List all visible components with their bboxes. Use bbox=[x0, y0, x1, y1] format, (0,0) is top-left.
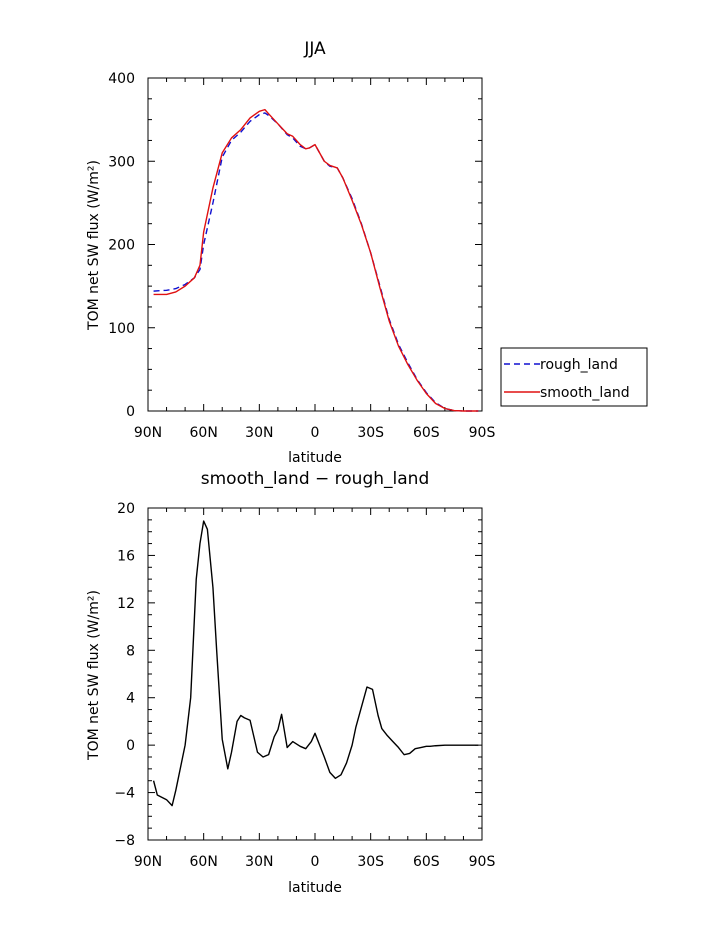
top-series-line-rough_land bbox=[153, 112, 479, 412]
bottom-y-tick-label: −4 bbox=[114, 786, 135, 802]
bottom-chart: smooth_land − rough_land 90N 60N 30N 0 30S 60… bbox=[86, 469, 495, 896]
bottom-x-tick-label: 90N bbox=[134, 854, 162, 870]
top-y-tick-label: 200 bbox=[108, 238, 135, 254]
bottom-x-tick-label: 90S bbox=[469, 854, 496, 870]
bottom-series-line-0 bbox=[152, 520, 479, 807]
top-y-tick-label: 300 bbox=[108, 154, 135, 170]
bottom-y-tick-label: 16 bbox=[117, 548, 135, 564]
bottom-series-lines bbox=[152, 520, 479, 807]
bottom-x-tick-label: 60N bbox=[190, 854, 218, 870]
bottom-x-tick-label: 60S bbox=[413, 854, 440, 870]
top-y-tick-label: 0 bbox=[126, 404, 135, 420]
top-x-tick-label: 90S bbox=[469, 425, 496, 441]
top-x-tick-label: 30S bbox=[357, 425, 384, 441]
top-x-tick-label: 90N bbox=[134, 425, 162, 441]
legend-label-rough-land: rough_land bbox=[540, 357, 618, 373]
bottom-x-axis-label: latitude bbox=[288, 880, 342, 896]
top-y-axis-label: TOM net SW flux (W/m²) bbox=[86, 160, 102, 331]
top-y-tick-label: 400 bbox=[108, 71, 135, 87]
top-chart-title: JJA bbox=[303, 39, 326, 59]
legend-label-smooth-land: smooth_land bbox=[540, 385, 630, 401]
bottom-y-tick-label: 12 bbox=[117, 596, 135, 612]
top-x-axis-label: latitude bbox=[288, 450, 342, 466]
top-axis-ticks: 90N 60N 30N 0 30S 60S 90S 0 100 200 300 400 bbox=[108, 71, 495, 441]
legend-box bbox=[500, 347, 648, 407]
top-x-tick-label: 60N bbox=[190, 425, 218, 441]
bottom-y-axis-label-text: TOM net SW flux (W/m²) bbox=[86, 590, 102, 761]
top-plot-frame bbox=[147, 77, 483, 412]
bottom-y-tick-label: 0 bbox=[126, 738, 135, 754]
top-y-axis-label-text: TOM net SW flux (W/m²) bbox=[86, 160, 102, 331]
top-series-line-smooth_land bbox=[153, 108, 479, 412]
bottom-y-tick-label: 20 bbox=[117, 501, 135, 517]
bottom-y-tick-label: −8 bbox=[114, 833, 135, 849]
top-x-tick-label: 0 bbox=[311, 425, 320, 441]
top-x-tick-label: 30N bbox=[245, 425, 273, 441]
top-x-tick-label: 60S bbox=[413, 425, 440, 441]
top-chart: JJA 90N 60N 30N 0 30S 60S 90S 0 100 200 300 400 lat… bbox=[86, 39, 648, 466]
bottom-x-tick-label: 0 bbox=[311, 854, 320, 870]
bottom-y-tick-label: 8 bbox=[126, 643, 135, 659]
bottom-y-tick-label: 4 bbox=[126, 691, 135, 707]
top-y-tick-label: 100 bbox=[108, 321, 135, 337]
bottom-axis-ticks: 90N 60N 30N 0 30S 60S 90S −8 −4 0 4 8 12 16 20 bbox=[114, 501, 495, 870]
bottom-chart-title: smooth_land − rough_land bbox=[201, 469, 429, 489]
bottom-y-axis-label: TOM net SW flux (W/m²) bbox=[86, 590, 102, 761]
bottom-x-tick-label: 30S bbox=[357, 854, 384, 870]
top-series-lines bbox=[153, 108, 479, 412]
bottom-x-tick-label: 30N bbox=[245, 854, 273, 870]
legend: rough_land smooth_land bbox=[500, 347, 648, 407]
